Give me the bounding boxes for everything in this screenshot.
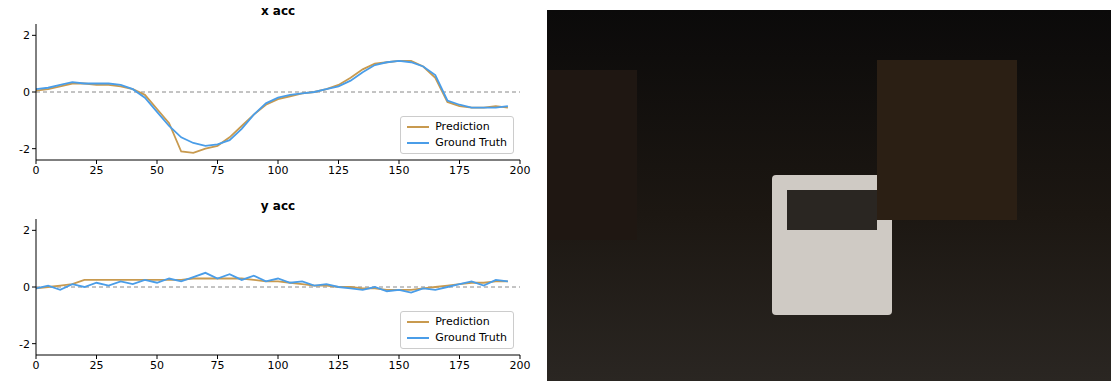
svg-text:75: 75 xyxy=(211,164,225,177)
svg-text:0: 0 xyxy=(33,164,40,177)
svg-text:125: 125 xyxy=(328,359,349,372)
svg-text:2: 2 xyxy=(23,224,30,237)
svg-text:0: 0 xyxy=(33,359,40,372)
svg-text:50: 50 xyxy=(150,164,164,177)
svg-text:0: 0 xyxy=(23,281,30,294)
html-text:x acc: x acc xyxy=(260,4,296,18)
html-text:Prediction: Prediction xyxy=(435,120,490,133)
svg-text:175: 175 xyxy=(449,359,470,372)
svg-text:100: 100 xyxy=(268,359,289,372)
svg-text:0: 0 xyxy=(23,86,30,99)
html-text:y acc: y acc xyxy=(260,199,296,213)
html-text:Prediction: Prediction xyxy=(435,315,490,328)
svg-text:25: 25 xyxy=(90,164,104,177)
svg-text:150: 150 xyxy=(389,164,410,177)
svg-text:-2: -2 xyxy=(19,143,30,156)
svg-text:100: 100 xyxy=(268,164,289,177)
svg-text:200: 200 xyxy=(510,359,531,372)
svg-text:175: 175 xyxy=(449,164,470,177)
svg-text:-2: -2 xyxy=(19,338,30,351)
svg-text:125: 125 xyxy=(328,164,349,177)
html-text:Ground Truth: Ground Truth xyxy=(435,136,507,149)
svg-text:75: 75 xyxy=(211,359,225,372)
html-text:Ground Truth: Ground Truth xyxy=(435,331,507,344)
svg-text:50: 50 xyxy=(150,359,164,372)
svg-text:2: 2 xyxy=(23,29,30,42)
svg-text:25: 25 xyxy=(90,359,104,372)
svg-text:200: 200 xyxy=(510,164,531,177)
svg-text:150: 150 xyxy=(389,359,410,372)
